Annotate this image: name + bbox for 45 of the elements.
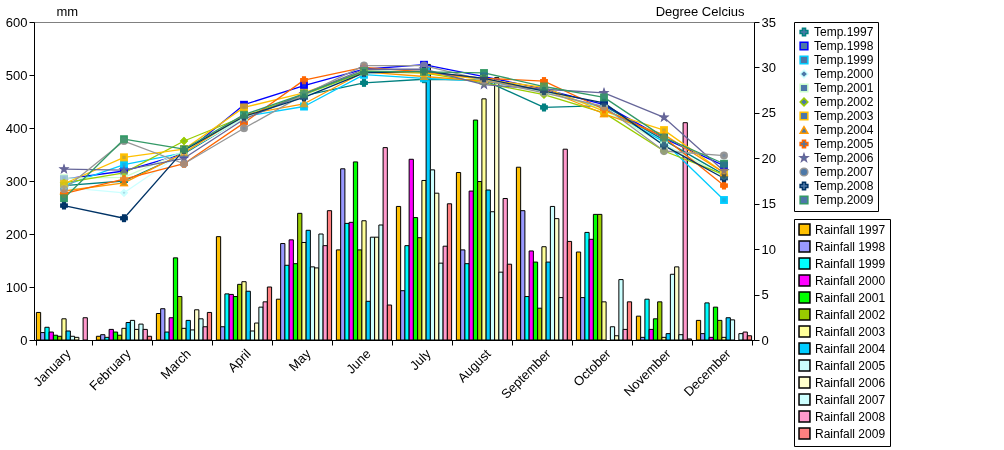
- legend-label: Rainfall 2007: [815, 392, 886, 407]
- legend-label: Temp.2003: [814, 109, 874, 123]
- legend-label: Rainfall 1998: [815, 239, 886, 254]
- legend-label: Temp.2009: [814, 193, 874, 207]
- y-tick-label: 200: [5, 226, 28, 242]
- legend-label: Rainfall 2000: [815, 273, 886, 288]
- legend-label: Rainfall 2008: [815, 409, 886, 424]
- legend-label: Temp.1997: [814, 25, 874, 39]
- legend-label: Rainfall 2009: [815, 426, 886, 441]
- y-axis-title: mm: [56, 3, 79, 19]
- y2-tick-label: 15: [761, 196, 776, 212]
- x-tick-label: July: [406, 345, 435, 374]
- x-tick-label: May: [285, 345, 315, 375]
- y-tick-label: 500: [5, 67, 28, 83]
- y-tick-label: 300: [5, 173, 28, 189]
- y-tick-label: 600: [5, 14, 28, 30]
- y2-tick-label: 35: [761, 14, 776, 30]
- legend-label: Temp.2000: [814, 67, 874, 81]
- legend-label: Rainfall 1999: [815, 256, 886, 271]
- y2-tick-label: 5: [761, 287, 769, 303]
- legend-label: Temp.2001: [814, 81, 874, 95]
- legend-label: Rainfall 2001: [815, 290, 886, 305]
- legend-label: Rainfall 2006: [815, 375, 886, 390]
- legend-label: Temp.2007: [814, 165, 874, 179]
- legend-label: Temp.1998: [814, 39, 874, 53]
- y-tick-label: 400: [5, 120, 28, 136]
- y2-tick-label: 20: [761, 150, 776, 166]
- y2-tick-label: 0: [761, 332, 769, 348]
- legend-label: Temp.2006: [814, 151, 874, 165]
- y2-tick-label: 25: [761, 105, 776, 121]
- y-tick-label: 100: [5, 279, 28, 295]
- y-tick-label: 0: [20, 332, 28, 348]
- legend-label: Temp.1999: [814, 53, 874, 67]
- legend-label: Temp.2002: [814, 95, 874, 109]
- legend-label: Temp.2004: [814, 123, 874, 137]
- legend-label: Rainfall 1997: [815, 222, 886, 237]
- legend-label: Temp.2008: [814, 179, 874, 193]
- legend-label: Temp.2005: [814, 137, 874, 151]
- legend-label: Rainfall 2002: [815, 307, 886, 322]
- y2-tick-label: 30: [761, 59, 776, 75]
- y2-tick-label: 10: [761, 241, 776, 257]
- legend-label: Rainfall 2004: [815, 341, 886, 356]
- legend-label: Rainfall 2003: [815, 324, 886, 339]
- legend-label: Rainfall 2005: [815, 358, 886, 373]
- y2-axis-title: Degree Celcius: [655, 3, 745, 19]
